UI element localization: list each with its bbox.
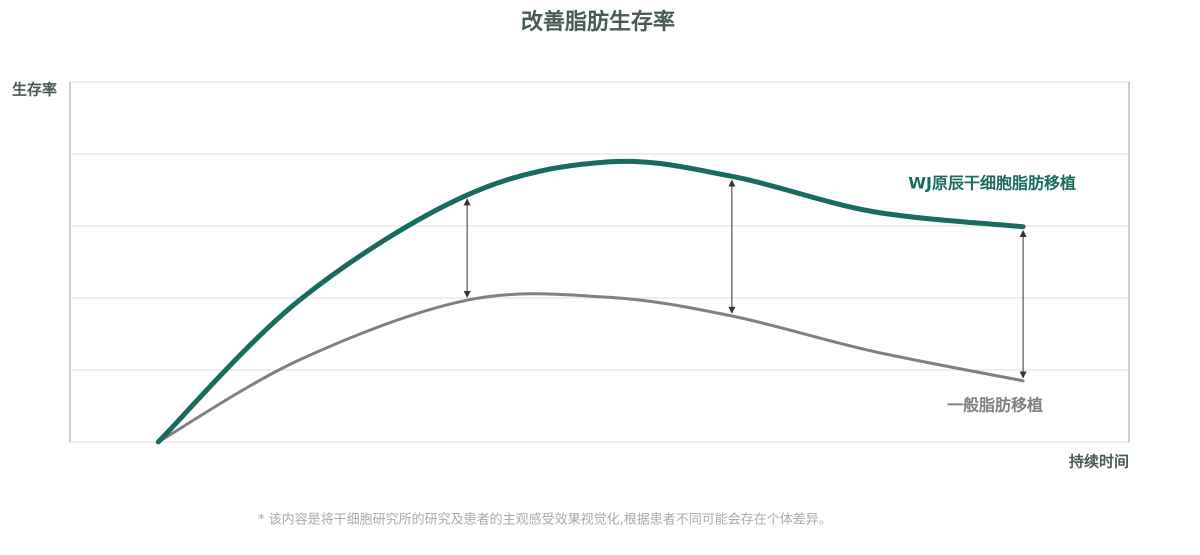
series-label: WJ原辰干细胞脂肪移植 xyxy=(908,174,1076,193)
footnote: * 该内容是将干细胞研究所的研究及患者的主观感受效果视觉化,根据患者不同可能会存… xyxy=(258,512,832,528)
x-axis-label: 持续时间 xyxy=(1069,453,1129,471)
series-line xyxy=(156,292,1025,444)
plot-frame xyxy=(69,81,1130,443)
series-label: 一般脂肪移植 xyxy=(947,396,1043,415)
series-line xyxy=(155,158,1026,445)
chart-title: 改善脂肪生存率 xyxy=(521,9,675,35)
y-axis-label: 生存率 xyxy=(12,81,57,99)
